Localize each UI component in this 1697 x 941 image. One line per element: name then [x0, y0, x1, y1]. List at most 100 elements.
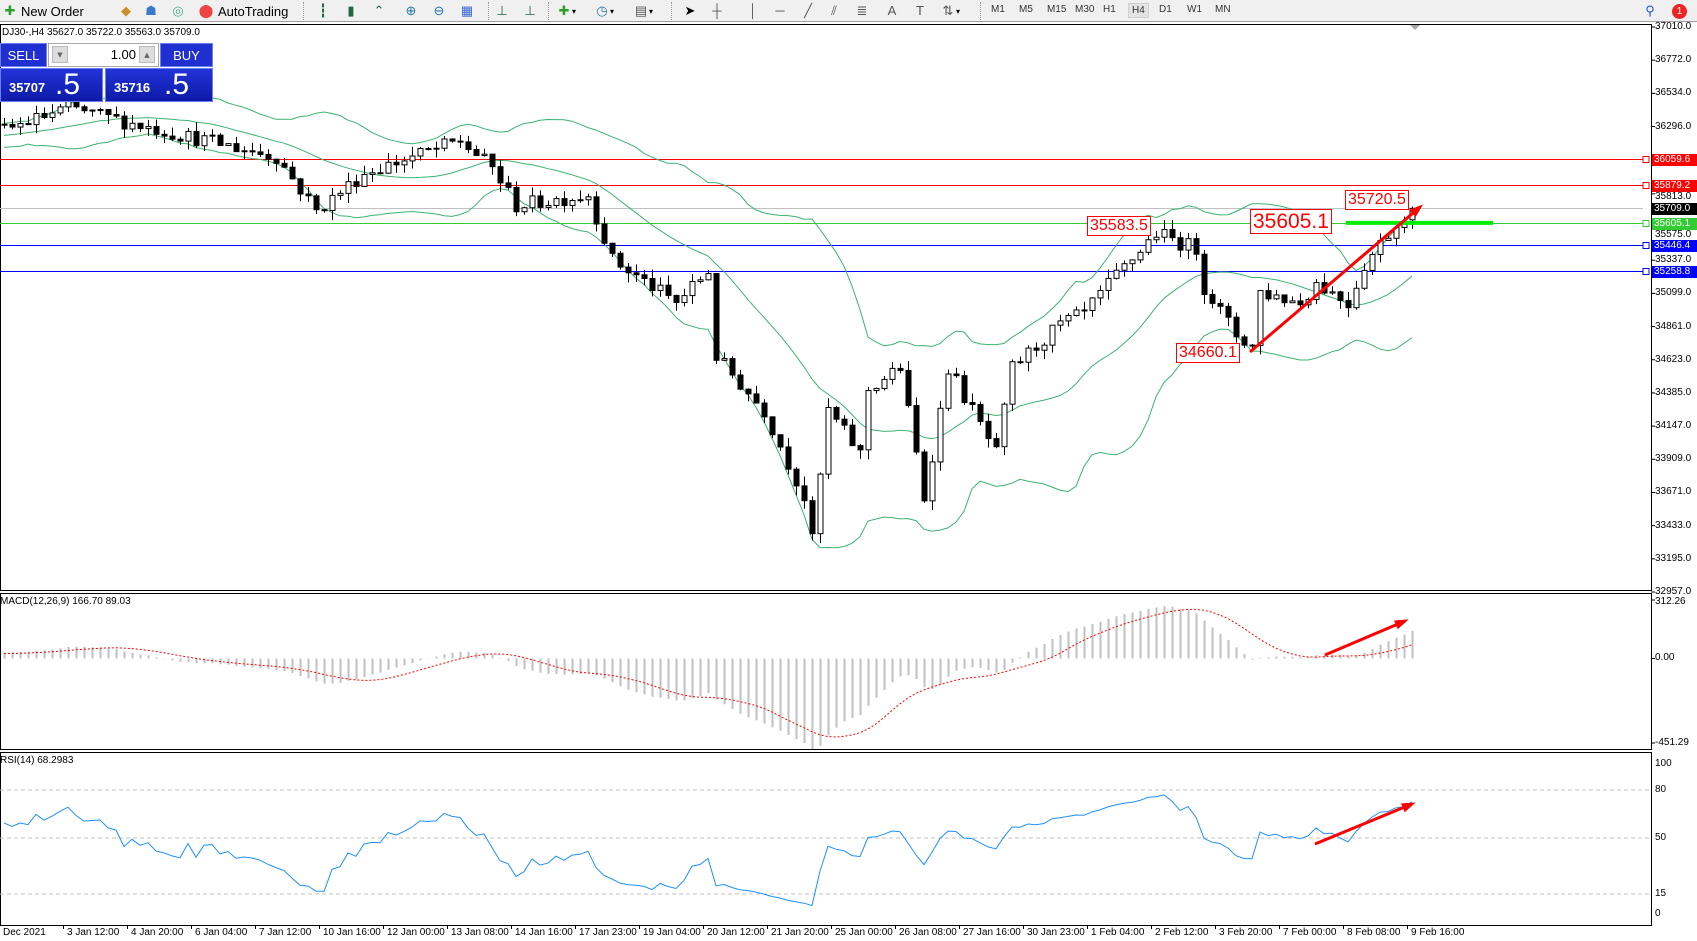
time-label: 3 Jan 12:00 — [67, 927, 120, 938]
rsi-line — [3, 794, 1413, 907]
channel-button[interactable]: ⫽ — [826, 1, 842, 21]
rsi-tick-label: 0 — [1655, 908, 1661, 919]
price-tick-label: 36296.0 — [1655, 120, 1692, 132]
toolbar: ✚ New Order ◆ ☗ ◎ ⬤ AutoTrading ┇ ▮ ⌃ ⊕ ⊖ … — [0, 0, 1697, 22]
candle — [1073, 309, 1080, 316]
price-tick-label: 35337.0 — [1655, 254, 1692, 266]
candle — [1289, 300, 1296, 304]
candle — [433, 147, 440, 150]
level-handle[interactable] — [1642, 220, 1650, 227]
zoom-out-button[interactable]: ⊖ — [431, 1, 447, 21]
candle — [577, 199, 584, 202]
zoom-in-button[interactable]: ⊕ — [403, 1, 419, 21]
price-annotation[interactable]: 35583.5 — [1087, 216, 1151, 236]
text-label-icon: T — [916, 3, 924, 18]
search-button[interactable]: ⚲ — [1642, 1, 1658, 21]
tile-windows-button[interactable]: ▦ — [459, 1, 475, 21]
price-annotation[interactable]: 35720.5 — [1345, 190, 1409, 210]
vertical-line-button[interactable]: │ — [745, 1, 761, 21]
crosshair-button[interactable]: ┼ — [709, 1, 725, 21]
candle — [529, 195, 536, 209]
candle — [361, 173, 368, 187]
timeframe-w1[interactable]: W1 — [1187, 4, 1202, 15]
auto-scroll-button[interactable]: ⊥ — [494, 1, 510, 21]
price-annotation[interactable]: 34660.1 — [1176, 343, 1240, 363]
candle — [1353, 287, 1360, 309]
candle — [345, 181, 352, 194]
trend-arrow[interactable] — [1249, 205, 1421, 354]
level-handle[interactable] — [1642, 268, 1650, 275]
timeframe-mn[interactable]: MN — [1215, 4, 1231, 15]
time-label: 13 Jan 08:00 — [451, 927, 509, 938]
buy-button[interactable]: BUY — [160, 43, 213, 67]
notifications-button[interactable]: 1 — [1672, 1, 1687, 21]
timeframe-h4[interactable]: H4 — [1128, 3, 1149, 18]
sell-button[interactable]: SELL — [0, 43, 47, 67]
time-label: 4 Jan 20:00 — [131, 927, 184, 938]
horizontal-line-button[interactable]: ─ — [772, 1, 788, 21]
timeframe-m5[interactable]: M5 — [1019, 4, 1033, 15]
lot-increase-button[interactable]: ▲ — [139, 46, 155, 63]
timeframe-m1[interactable]: M1 — [991, 4, 1005, 15]
candle — [793, 468, 800, 487]
candle — [65, 100, 72, 108]
candle — [745, 388, 752, 395]
candle — [377, 172, 384, 175]
level-handle[interactable] — [1642, 182, 1650, 189]
time-label: 17 Jan 23:00 — [579, 927, 637, 938]
autotrading-button[interactable]: ⬤ AutoTrading — [198, 3, 289, 19]
trendline-button[interactable]: ╱ — [800, 1, 816, 21]
text-button[interactable]: A — [884, 1, 900, 21]
level-handle[interactable] — [1642, 156, 1650, 163]
candle — [705, 273, 712, 281]
candle — [753, 393, 760, 404]
separator — [303, 2, 304, 20]
bar-chart-button[interactable]: ┇ — [315, 1, 331, 21]
line-chart-button[interactable]: ⌃ — [371, 1, 387, 21]
cursor-button[interactable]: ➤ — [682, 1, 698, 21]
candle — [481, 153, 488, 156]
candle — [1201, 253, 1208, 295]
indicators-button[interactable]: ✚ ▾ — [556, 1, 576, 21]
candle — [569, 200, 576, 207]
candlestick-button[interactable]: ▮ — [343, 1, 359, 21]
price-annotation[interactable]: 35605.1 — [1250, 209, 1332, 234]
candle — [1313, 282, 1320, 300]
candle — [865, 390, 872, 451]
candle — [81, 106, 88, 112]
timeframe-m30[interactable]: M30 — [1075, 4, 1095, 15]
new-order-icon: ✚ — [4, 3, 16, 18]
market-watch-button[interactable]: ◆ — [118, 1, 134, 21]
candle — [553, 198, 560, 207]
candle — [833, 407, 840, 420]
candle — [417, 148, 424, 157]
text-label-button[interactable]: T — [912, 1, 928, 21]
buy-price[interactable]: 35716 .5 — [105, 68, 213, 102]
candle — [153, 126, 160, 135]
templates-button[interactable]: ▤ ▾ — [633, 1, 653, 21]
timeframe-m15[interactable]: M15 — [1047, 4, 1067, 15]
rsi-trend-arrow[interactable] — [1314, 802, 1413, 846]
candle — [145, 126, 152, 130]
candle — [289, 166, 296, 180]
macd-trend-arrow[interactable] — [1324, 619, 1406, 657]
fibonacci-button[interactable]: ≣ — [854, 1, 870, 21]
arrows-button[interactable]: ⇅ ▾ — [940, 1, 960, 21]
signals-button[interactable]: ◎ — [170, 1, 186, 21]
lot-decrease-button[interactable]: ▼ — [52, 46, 68, 63]
candle — [785, 446, 792, 470]
price-tick-label: 35813.0 — [1655, 190, 1692, 202]
candle — [1049, 324, 1056, 346]
chart-shift-marker[interactable] — [1410, 25, 1420, 30]
new-order-button[interactable]: ✚ New Order — [2, 1, 84, 21]
timeframe-h1[interactable]: H1 — [1103, 4, 1116, 15]
level-handle[interactable] — [1642, 242, 1650, 249]
chart-shift-button[interactable]: ⊥ — [522, 1, 538, 21]
periods-button[interactable]: ◷ ▾ — [594, 1, 614, 21]
timeframe-d1[interactable]: D1 — [1159, 4, 1172, 15]
price-tick-label: 36534.0 — [1655, 87, 1692, 99]
sell-price[interactable]: 35707 .5 — [0, 68, 103, 102]
trendline-icon: ╱ — [804, 3, 812, 18]
navigator-button[interactable]: ☗ — [143, 1, 159, 21]
